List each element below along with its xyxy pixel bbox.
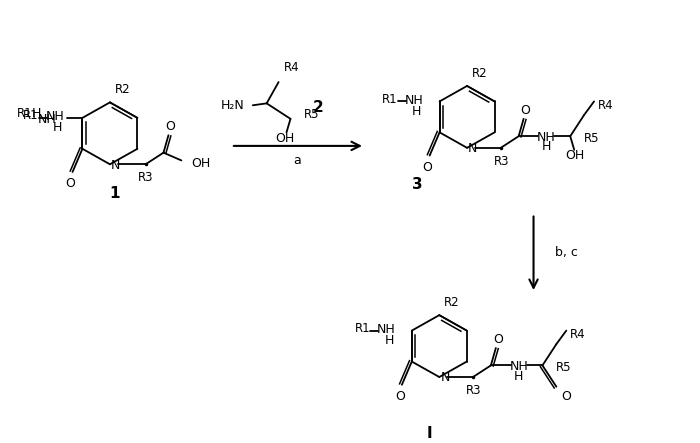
Text: 3: 3 bbox=[412, 177, 423, 192]
Text: R4: R4 bbox=[570, 328, 586, 341]
Text: O: O bbox=[493, 333, 503, 346]
Text: O: O bbox=[561, 390, 571, 403]
Text: R1: R1 bbox=[382, 93, 398, 106]
Text: R2: R2 bbox=[115, 83, 130, 96]
Text: O: O bbox=[165, 120, 176, 133]
Text: H: H bbox=[542, 140, 551, 153]
Text: R4: R4 bbox=[598, 99, 614, 112]
Text: NH: NH bbox=[46, 110, 64, 124]
Text: 2: 2 bbox=[313, 100, 323, 115]
Text: H: H bbox=[514, 369, 524, 383]
Text: N: N bbox=[468, 142, 477, 155]
Text: R1: R1 bbox=[354, 322, 370, 335]
Text: OH: OH bbox=[191, 157, 211, 170]
Text: OH: OH bbox=[566, 149, 584, 162]
Text: NH: NH bbox=[510, 360, 528, 373]
Text: NH: NH bbox=[377, 323, 395, 336]
Text: N: N bbox=[440, 372, 449, 385]
Text: I: I bbox=[426, 426, 432, 441]
Text: NH: NH bbox=[405, 94, 424, 107]
Text: 1: 1 bbox=[110, 186, 120, 201]
Text: O: O bbox=[423, 161, 433, 174]
Text: R5: R5 bbox=[556, 361, 572, 374]
Text: R4: R4 bbox=[284, 61, 299, 74]
Text: R1: R1 bbox=[18, 108, 33, 120]
Text: R5: R5 bbox=[304, 109, 320, 121]
Text: NH: NH bbox=[38, 113, 57, 126]
Text: H: H bbox=[53, 121, 62, 134]
Text: H: H bbox=[412, 105, 421, 117]
Text: R1: R1 bbox=[23, 109, 38, 122]
Text: R3: R3 bbox=[494, 155, 510, 168]
Text: NH: NH bbox=[537, 131, 556, 144]
Text: N: N bbox=[111, 159, 120, 172]
Text: R3: R3 bbox=[138, 171, 153, 184]
Text: O: O bbox=[521, 104, 531, 117]
Text: OH: OH bbox=[275, 132, 294, 145]
Text: R5: R5 bbox=[584, 132, 600, 145]
Text: H: H bbox=[384, 334, 393, 347]
Text: O: O bbox=[66, 177, 76, 190]
Text: R2: R2 bbox=[444, 296, 460, 309]
Text: R3: R3 bbox=[466, 384, 482, 397]
Text: H₂N: H₂N bbox=[221, 99, 245, 112]
Text: R2: R2 bbox=[472, 67, 488, 80]
Text: b, c: b, c bbox=[555, 246, 578, 259]
Text: H: H bbox=[32, 108, 41, 120]
Text: a: a bbox=[293, 154, 301, 167]
Text: O: O bbox=[395, 390, 405, 403]
